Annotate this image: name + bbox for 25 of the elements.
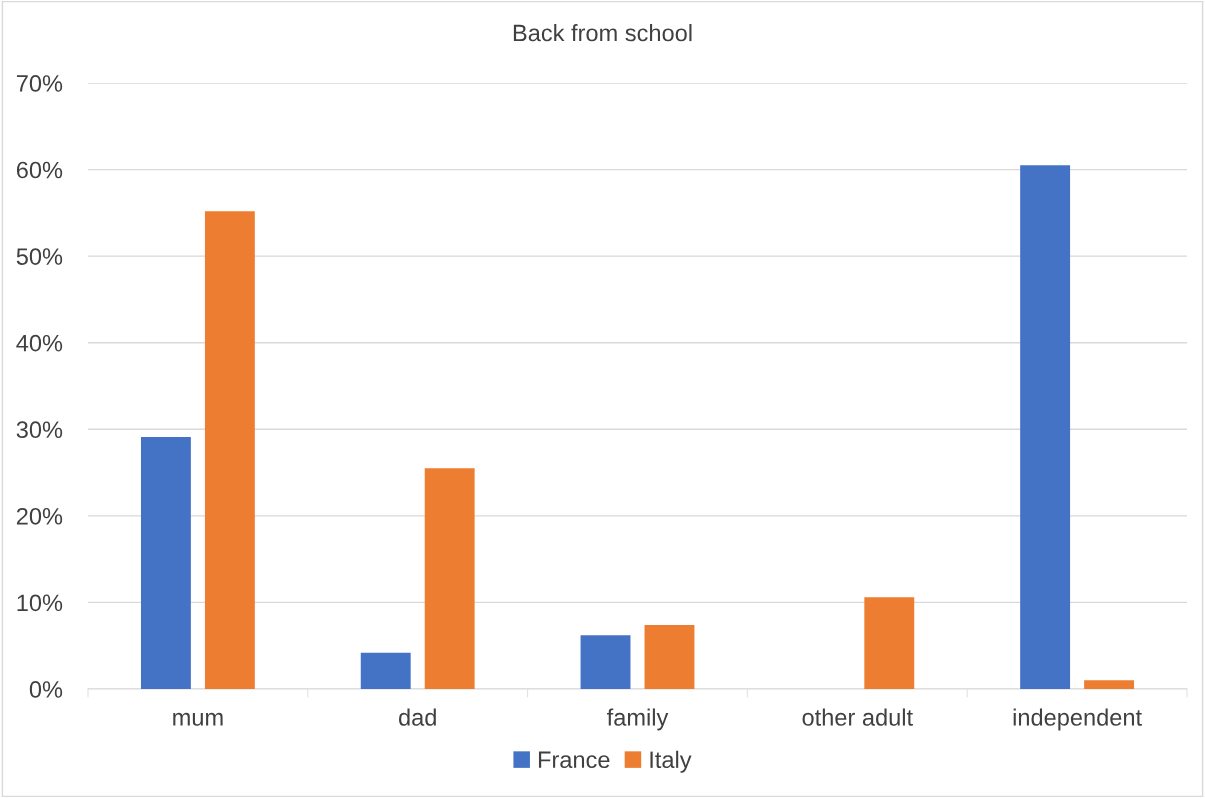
x-tick-label: mum xyxy=(173,712,223,726)
y-tick-label: 50% xyxy=(16,248,63,265)
legend-label: France xyxy=(538,751,610,769)
y-tick-label: 70% xyxy=(16,75,63,92)
bar xyxy=(580,635,631,689)
x-tick-label: other adult xyxy=(802,708,913,726)
bar xyxy=(204,211,255,689)
bar xyxy=(644,624,695,689)
bar xyxy=(1084,680,1135,689)
bar xyxy=(1020,165,1071,689)
chart-title: Back from school xyxy=(513,24,692,42)
y-tick-label: 0% xyxy=(29,681,63,698)
y-tick-label: 40% xyxy=(16,334,63,352)
legend-label: Italy xyxy=(650,750,692,773)
bar xyxy=(360,652,411,689)
x-tick-label: dad xyxy=(399,708,436,726)
bar xyxy=(140,437,191,689)
x-tick-label: independent xyxy=(1013,708,1142,731)
x-tick-label: family xyxy=(607,708,669,731)
bar xyxy=(424,468,475,689)
y-tick-label: 10% xyxy=(17,594,63,612)
y-tick-label: 20% xyxy=(16,507,63,525)
bar xyxy=(864,597,915,689)
y-tick-label: 60% xyxy=(16,161,63,179)
y-tick-label: 30% xyxy=(16,421,63,439)
